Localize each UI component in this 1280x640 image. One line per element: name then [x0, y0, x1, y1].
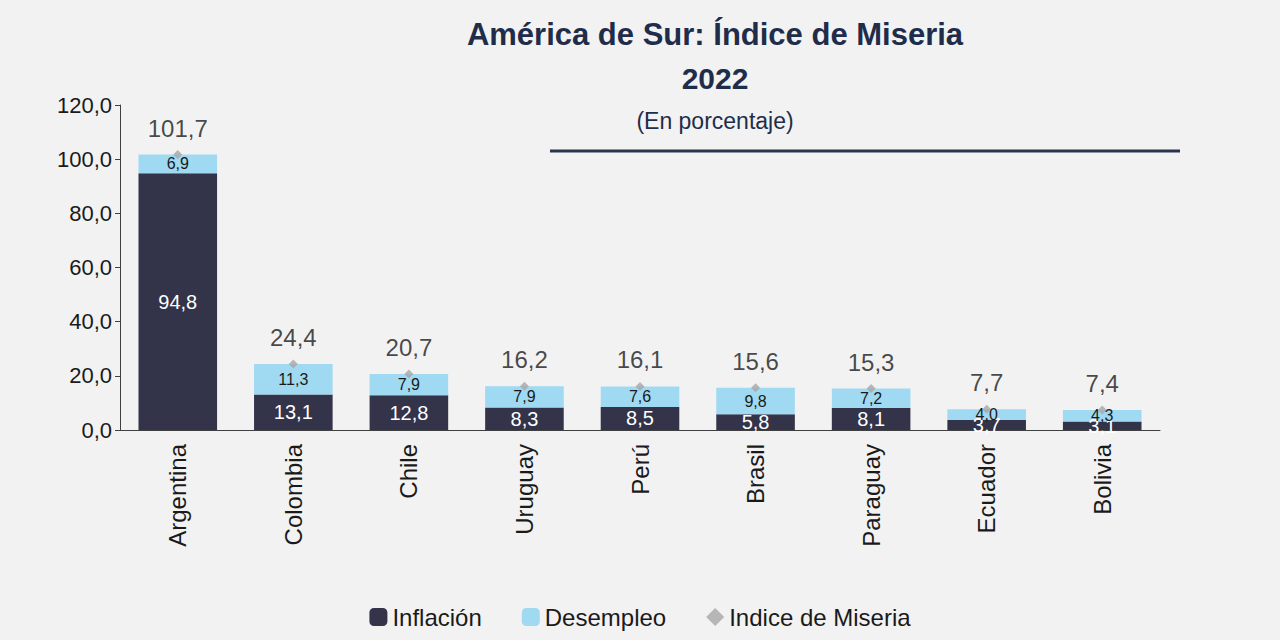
- svg-text:Bolivia: Bolivia: [1089, 443, 1116, 514]
- svg-text:8,5: 8,5: [626, 407, 654, 429]
- svg-text:20,7: 20,7: [386, 334, 433, 361]
- svg-text:5,8: 5,8: [742, 411, 770, 433]
- svg-text:8,3: 8,3: [511, 408, 539, 430]
- svg-text:16,1: 16,1: [617, 346, 664, 373]
- svg-text:Argentina: Argentina: [164, 443, 191, 546]
- svg-text:4,0: 4,0: [975, 406, 998, 424]
- svg-text:101,7: 101,7: [148, 115, 208, 142]
- svg-text:94,8: 94,8: [158, 291, 197, 313]
- svg-text:4,3: 4,3: [1091, 407, 1114, 425]
- svg-text:7,7: 7,7: [970, 369, 1003, 396]
- svg-text:7,6: 7,6: [628, 388, 652, 406]
- svg-text:100,0: 100,0: [57, 147, 112, 172]
- svg-text:Brasil: Brasil: [742, 444, 769, 504]
- svg-text:15,3: 15,3: [848, 349, 895, 376]
- svg-text:40,0: 40,0: [69, 309, 112, 334]
- svg-text:60,0: 60,0: [69, 255, 112, 280]
- svg-text:Paraguay: Paraguay: [858, 444, 885, 547]
- svg-text:2022: 2022: [682, 62, 749, 95]
- svg-text:120,0: 120,0: [57, 93, 112, 118]
- svg-text:América de Sur: Índice de Mise: América de Sur: Índice de Miseria: [467, 17, 964, 52]
- svg-text:Indice de Miseria: Indice de Miseria: [729, 604, 911, 631]
- svg-text:20,0: 20,0: [69, 363, 112, 388]
- svg-text:11,3: 11,3: [278, 371, 308, 388]
- svg-text:12,8: 12,8: [389, 402, 428, 424]
- svg-text:24,4: 24,4: [270, 324, 317, 351]
- svg-text:3,1: 3,1: [1088, 414, 1117, 437]
- svg-text:(En porcentaje): (En porcentaje): [636, 108, 793, 134]
- svg-text:Desempleo: Desempleo: [545, 604, 666, 631]
- svg-text:Ecuador: Ecuador: [973, 444, 1000, 533]
- svg-text:Uruguay: Uruguay: [511, 444, 538, 535]
- svg-text:0,0: 0,0: [81, 418, 112, 443]
- svg-text:9,8: 9,8: [744, 393, 766, 410]
- svg-text:15,6: 15,6: [732, 348, 779, 375]
- svg-text:7,4: 7,4: [1086, 370, 1119, 397]
- svg-text:Chile: Chile: [395, 444, 422, 499]
- svg-text:16,2: 16,2: [501, 346, 548, 373]
- svg-text:7,9: 7,9: [398, 376, 420, 393]
- svg-text:80,0: 80,0: [69, 201, 112, 226]
- svg-text:3,7: 3,7: [972, 414, 1001, 436]
- svg-text:Colombia: Colombia: [280, 443, 307, 545]
- svg-text:13,1: 13,1: [274, 401, 313, 423]
- svg-text:6,9: 6,9: [166, 155, 189, 173]
- svg-text:7,9: 7,9: [513, 388, 535, 405]
- svg-text:Inflación: Inflación: [392, 604, 481, 631]
- svg-text:7,2: 7,2: [860, 389, 883, 407]
- svg-text:Perú: Perú: [627, 444, 654, 495]
- svg-text:8,1: 8,1: [857, 408, 885, 430]
